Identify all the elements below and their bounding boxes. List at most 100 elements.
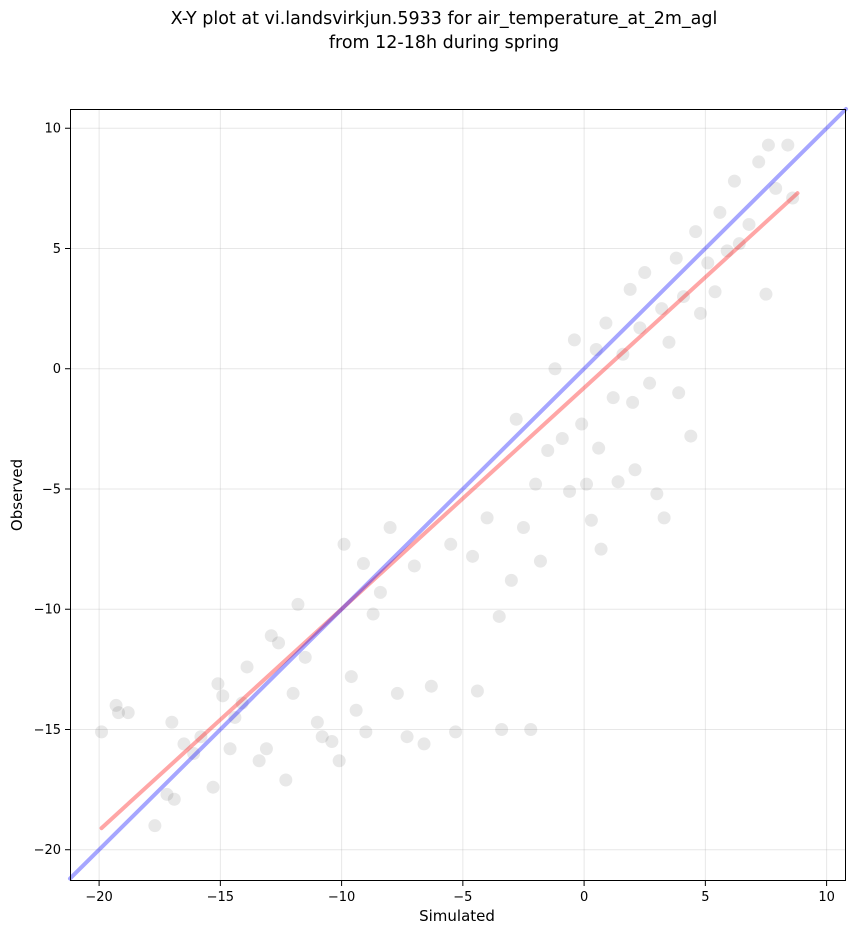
x-tick-label: −15	[207, 890, 234, 905]
data-point	[349, 703, 363, 717]
data-point	[524, 722, 538, 736]
data-point	[589, 342, 603, 356]
data-point	[148, 819, 162, 833]
x-tick-label: 5	[701, 890, 709, 905]
y-tick-label: −10	[34, 603, 61, 618]
y-tick-label: −15	[34, 723, 61, 738]
data-point	[662, 335, 676, 349]
data-point	[689, 225, 703, 239]
data-point	[541, 444, 555, 458]
data-point	[657, 511, 671, 525]
data-point	[160, 787, 174, 801]
data-point	[672, 386, 686, 400]
data-point	[109, 698, 123, 712]
data-point	[713, 205, 727, 219]
data-point	[633, 321, 647, 335]
data-point	[752, 155, 766, 169]
data-point	[216, 689, 230, 703]
data-point	[529, 477, 543, 491]
data-point	[264, 629, 278, 643]
data-point	[252, 754, 266, 768]
y-axis-label: Observed	[8, 459, 26, 531]
data-point	[611, 475, 625, 489]
data-point	[344, 670, 358, 684]
plot-frame	[70, 109, 846, 881]
y-tick-label: 5	[53, 242, 61, 257]
data-point	[177, 737, 191, 751]
data-point	[444, 537, 458, 551]
data-point	[228, 710, 242, 724]
data-point	[708, 285, 722, 299]
data-point	[606, 391, 620, 405]
data-point	[407, 559, 421, 573]
data-point	[643, 376, 657, 390]
data-point	[400, 730, 414, 744]
data-point	[684, 429, 698, 443]
data-point	[495, 722, 509, 736]
data-point	[480, 511, 494, 525]
chart-subtitle: from 12-18h during spring	[329, 33, 559, 53]
data-point	[417, 737, 431, 751]
data-point	[677, 290, 691, 304]
data-point	[366, 607, 380, 621]
data-point	[638, 266, 652, 280]
data-point	[655, 302, 669, 316]
x-tick-label: 0	[580, 890, 588, 905]
data-point	[616, 347, 630, 361]
data-point	[449, 725, 463, 739]
data-point	[786, 191, 800, 205]
data-point	[272, 636, 286, 650]
data-point	[761, 138, 775, 152]
data-point	[533, 554, 547, 568]
data-point	[187, 747, 201, 761]
data-point	[470, 684, 484, 698]
data-point	[356, 557, 370, 571]
y-tick-label: 10	[44, 122, 61, 137]
data-point	[206, 780, 220, 794]
data-point	[628, 463, 642, 477]
data-point	[466, 549, 480, 563]
data-point	[167, 792, 181, 806]
data-point	[95, 725, 109, 739]
data-point	[563, 484, 577, 498]
x-tick-label: −5	[453, 890, 472, 905]
data-point	[516, 520, 530, 534]
data-point	[626, 395, 640, 409]
scatter-points	[95, 138, 800, 833]
x-tick-label: 10	[818, 890, 835, 905]
data-point	[720, 244, 734, 258]
data-point	[781, 138, 795, 152]
data-point	[504, 573, 518, 587]
x-axis-label: Simulated	[419, 907, 495, 925]
data-point	[555, 431, 569, 445]
data-point	[337, 537, 351, 551]
data-point	[315, 730, 329, 744]
data-point	[759, 287, 773, 301]
y-tick-label: −20	[34, 843, 61, 858]
data-point	[194, 730, 208, 744]
data-point	[575, 417, 589, 431]
data-point	[424, 679, 438, 693]
data-point	[165, 715, 179, 729]
data-point	[594, 542, 608, 556]
x-tick-label: −20	[85, 890, 112, 905]
data-point	[223, 742, 237, 756]
data-point	[279, 773, 293, 787]
data-point	[298, 650, 312, 664]
data-point	[769, 181, 783, 195]
data-point	[332, 754, 346, 768]
chart-title: X-Y plot at vi.landsvirkjun.5933 for air…	[171, 9, 718, 29]
series-line	[99, 191, 800, 831]
data-point	[240, 660, 254, 674]
y-tick-label: −5	[42, 482, 61, 497]
series-line	[68, 107, 848, 881]
data-point	[509, 412, 523, 426]
axis-ticks: −20 −15 −10 −5 0 5 10 −20 −15 −10 −5 0 5 10	[34, 122, 835, 905]
data-point	[373, 585, 387, 599]
data-point	[567, 333, 581, 347]
data-point	[112, 706, 125, 720]
data-point	[359, 725, 373, 739]
data-point	[383, 520, 397, 534]
data-point	[694, 306, 707, 320]
